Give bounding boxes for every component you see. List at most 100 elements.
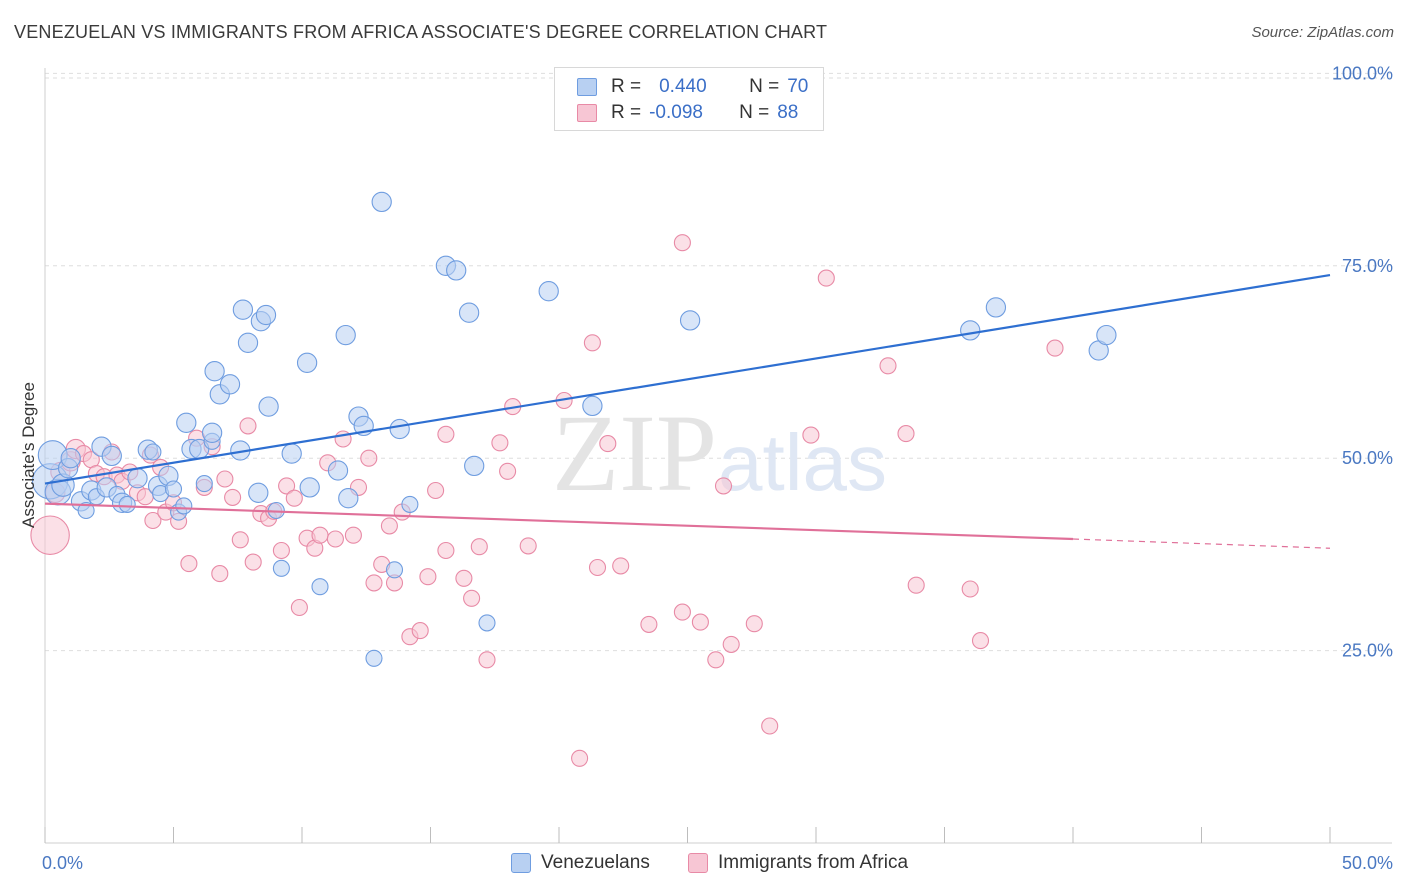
venezuelans-point <box>327 460 349 481</box>
immigrants-point <box>360 449 378 467</box>
chart-title: VENEZUELAN VS IMMIGRANTS FROM AFRICA ASS… <box>14 22 828 42</box>
venezuelans-point <box>281 443 302 464</box>
immigrants-point <box>272 541 290 560</box>
y-tick-label: 50.0% <box>1342 448 1393 468</box>
immigrants-point <box>612 557 630 575</box>
venezuelans-point <box>118 495 136 513</box>
venezuelans-point <box>219 374 241 395</box>
venezuelans-point <box>176 412 197 433</box>
immigrants-point <box>971 632 990 650</box>
immigrants-point <box>180 555 198 573</box>
legend-r-value: 0.440 <box>659 76 707 97</box>
legend-n-label: N = <box>749 76 780 97</box>
immigrants-point <box>326 530 344 548</box>
venezuelans-point <box>335 324 356 346</box>
venezuelans-point <box>338 488 359 509</box>
legend-r-value: -0.098 <box>649 102 703 123</box>
y-axis-label: Associate's Degree <box>19 382 38 528</box>
immigrants-point <box>817 269 835 287</box>
immigrants-point <box>599 435 617 453</box>
immigrants-point <box>285 489 303 507</box>
legend-swatch-blue <box>577 78 597 96</box>
x-tick-label-max: 50.0% <box>1342 853 1393 873</box>
y-tick-label: 25.0% <box>1342 641 1393 661</box>
series-legend-swatch-blue <box>511 853 531 873</box>
venezuelans-point <box>311 578 329 596</box>
immigrants-point <box>897 425 915 443</box>
immigrants-point <box>583 334 601 352</box>
immigrants-point <box>691 613 709 631</box>
venezuelans-point <box>144 443 162 461</box>
watermark: ZIP atlas <box>552 392 887 514</box>
venezuelans-point <box>679 310 701 331</box>
chart-source: Source: ZipAtlas.com <box>1251 24 1394 41</box>
venezuelans-point <box>446 260 467 281</box>
immigrants-point <box>244 553 262 571</box>
immigrants-point <box>344 526 362 544</box>
immigrants-point <box>427 481 445 500</box>
immigrants-point <box>411 622 429 640</box>
legend-n-label: N = <box>739 102 770 123</box>
venezuelans-point <box>175 497 193 515</box>
trend-lines <box>44 273 1331 549</box>
immigrants-point <box>224 488 242 506</box>
venezuelans-point <box>478 614 496 632</box>
immigrants-point <box>380 517 398 535</box>
venezuelans-point <box>258 396 279 417</box>
series-legend-label: Venezuelans <box>541 852 650 873</box>
venezuelans-point <box>985 297 1007 318</box>
venezuelans-point <box>401 495 419 513</box>
immigrants-point <box>437 541 455 560</box>
legend-r-label: R = <box>611 102 642 123</box>
watermark-atlas: atlas <box>718 418 887 507</box>
venezuelans-point <box>960 320 981 341</box>
watermark-zip: ZIP <box>552 392 717 514</box>
immigrants-point <box>419 568 437 586</box>
immigrants-point <box>290 598 308 617</box>
immigrants-point <box>745 615 763 633</box>
immigrants-point <box>437 425 455 443</box>
legend-n-value: 70 <box>787 76 809 97</box>
immigrants-point <box>640 615 658 633</box>
venezuelans-point <box>389 418 410 440</box>
immigrants-point <box>30 515 70 555</box>
tick-labels: 25.0% 50.0% 75.0% 100.0% 0.0% 50.0% <box>42 63 1393 873</box>
venezuelans-point <box>195 475 213 493</box>
immigrants-point <box>714 477 733 495</box>
venezuelans-point <box>127 468 148 489</box>
series-legend: Venezuelans Immigrants from Africa <box>0 852 1406 878</box>
immigrants-point <box>879 357 897 375</box>
series-immigrants-from-africa <box>30 234 1064 767</box>
trend-immigrants-extension <box>1072 538 1331 549</box>
immigrants-point <box>470 538 488 556</box>
immigrants-point <box>463 589 481 607</box>
series-legend-venezuelans: Venezuelans <box>511 852 650 874</box>
legend-row-venezuelans: R = 0.440 N = 70 <box>577 75 808 99</box>
venezuelans-point <box>255 304 277 326</box>
trend-venezuelans <box>44 273 1331 485</box>
immigrants-point <box>722 635 740 653</box>
venezuelans-point <box>201 422 223 443</box>
venezuelans-point <box>272 559 290 577</box>
legend-swatch-pink <box>577 104 597 122</box>
legend-r-label: R = <box>611 76 642 97</box>
immigrants-point <box>673 603 691 621</box>
venezuelans-point <box>365 649 383 667</box>
venezuelans-point <box>101 445 122 467</box>
venezuelans-point <box>296 352 318 373</box>
venezuelans-point <box>204 361 225 382</box>
immigrants-point <box>216 470 234 488</box>
immigrants-point <box>144 511 162 530</box>
x-tick-label-min: 0.0% <box>42 853 83 873</box>
venezuelans-point <box>164 480 183 498</box>
trend-immigrants <box>44 502 1074 541</box>
immigrants-point <box>278 477 296 495</box>
immigrants-point <box>761 717 779 735</box>
series-legend-immigrants: Immigrants from Africa <box>688 852 908 874</box>
correlation-legend: R = 0.440 N = 70 R = -0.098 N = 88 <box>554 67 824 131</box>
immigrants-point <box>907 576 925 594</box>
immigrants-point <box>239 417 257 435</box>
series-legend-label: Immigrants from Africa <box>718 852 909 873</box>
series-legend-swatch-pink <box>688 853 708 873</box>
venezuelans-point <box>464 455 485 477</box>
